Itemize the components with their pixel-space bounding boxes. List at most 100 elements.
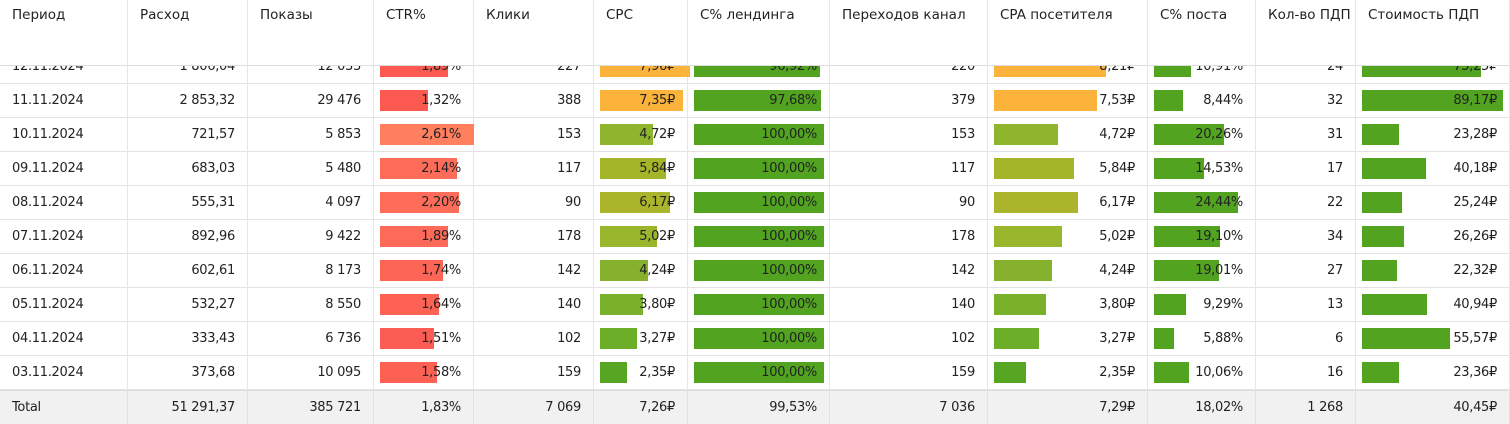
cell-value: 2 853,32 [179,93,236,108]
cell-value: 5,84₽ [639,161,675,176]
table-row: 09.11.2024 683,03 5 480 2,14% 117 5,84₽ 100,00… [0,152,1510,186]
cell-spend: 532,27 [128,288,248,322]
cell-value: 90 [565,195,581,210]
cell-value: 159 [951,365,975,380]
cell-spend: 2 853,32 [128,84,248,118]
total-pdp-cost: 40,45₽ [1356,391,1510,424]
cell-pdp-cost: 22,32₽ [1356,254,1510,288]
cell-value: 100,00% [761,229,817,244]
value-bar [694,328,824,349]
cell-post-conv: 19,01% [1148,254,1256,288]
value-bar [380,124,474,145]
column-header-pdp-count[interactable]: Кол-во ПДП [1256,0,1356,66]
cell-value: 117 [951,161,975,176]
cell-post-conv: 8,44% [1148,84,1256,118]
cell-value: 24,44% [1195,195,1243,210]
total-value: 1,83% [421,400,461,415]
cell-cpa-visitor: 2,35₽ [988,356,1148,390]
cell-spend: 602,61 [128,254,248,288]
total-value: 7 036 [939,400,975,415]
cell-impressions: 5 480 [248,152,374,186]
cell-value: 89,17₽ [1453,93,1497,108]
cell-value: 153 [951,127,975,142]
cell-ctr: 1,64% [374,288,474,322]
cell-value: 09.11.2024 [12,161,84,176]
cell-landing-conv: 100,00% [688,356,830,390]
cell-value: 153 [557,127,581,142]
value-bar [600,124,654,145]
value-bar [694,260,824,281]
cell-value: 20,26% [1195,127,1243,142]
cell-value: 22,32₽ [1453,263,1497,278]
cell-value: 683,03 [191,161,235,176]
cell-spend: 373,68 [128,356,248,390]
column-header-period[interactable]: Период [0,0,128,66]
cell-cpc: 5,84₽ [594,152,688,186]
cell-impressions: 6 736 [248,322,374,356]
cell-clicks: 178 [474,220,594,254]
cell-cpc: 3,27₽ [594,322,688,356]
value-bar [1362,294,1427,315]
cell-value: 04.11.2024 [12,331,84,346]
cell-channel-visits: 178 [830,220,988,254]
value-bar [380,260,443,281]
cell-value: 4,24₽ [1099,263,1135,278]
cell-value: 5,02₽ [1099,229,1135,244]
cell-ctr: 1,51% [374,322,474,356]
value-bar [994,294,1046,315]
value-bar [600,226,657,247]
column-header-channel-visits[interactable]: Переходов канал [830,0,988,66]
cell-value: 08.11.2024 [12,195,84,210]
value-bar [1362,124,1399,145]
value-bar [994,260,1052,281]
cell-period: 03.11.2024 [0,356,128,390]
column-header-landing-conv[interactable]: C% лендинга [688,0,830,66]
column-header-clicks[interactable]: Клики [474,0,594,66]
value-bar [694,158,824,179]
cell-value: 5,84₽ [1099,161,1135,176]
column-header-spend[interactable]: Расход [128,0,248,66]
cell-value: 25,24₽ [1453,195,1497,210]
cell-value: 9,29% [1203,297,1243,312]
cell-ctr: 2,14% [374,152,474,186]
cell-value: 3,80₽ [1099,297,1135,312]
cell-period: 11.11.2024 [0,84,128,118]
column-header-cpc[interactable]: CPC [594,0,688,66]
cell-value: 5 853 [325,127,361,142]
cell-value: 333,43 [191,331,235,346]
total-value: 1 268 [1307,400,1343,415]
cell-value: 2,20% [421,195,461,210]
total-spend: 51 291,37 [128,391,248,424]
cell-value: 117 [557,161,581,176]
cell-spend: 683,03 [128,152,248,186]
cell-clicks: 159 [474,356,594,390]
column-header-cpa-visitor[interactable]: CPA посетителя [988,0,1148,66]
column-header-post-conv[interactable]: C% поста [1148,0,1256,66]
table-row: 08.11.2024 555,31 4 097 2,20% 90 6,17₽ 100,00%… [0,186,1510,220]
cell-pdp-cost: 25,24₽ [1356,186,1510,220]
value-bar [1362,158,1426,179]
cell-impressions: 5 853 [248,118,374,152]
cell-pdp-count: 6 [1256,322,1356,356]
column-header-impressions[interactable]: Показы [248,0,374,66]
cell-value: 555,31 [191,195,235,210]
cell-period: 09.11.2024 [0,152,128,186]
cell-value: 2,35₽ [639,365,675,380]
value-bar [600,294,643,315]
cell-value: 1,64% [421,297,461,312]
cell-value: 892,96 [191,229,235,244]
cell-pdp-count: 34 [1256,220,1356,254]
cell-value: 29 476 [317,93,361,108]
value-bar [380,90,428,111]
cell-cpa-visitor: 7,53₽ [988,84,1148,118]
cell-clicks: 90 [474,186,594,220]
cell-clicks: 140 [474,288,594,322]
value-bar [380,158,458,179]
value-bar [600,192,670,213]
value-bar [1362,362,1399,383]
column-header-pdp-cost[interactable]: Стоимость ПДП [1356,0,1510,66]
value-bar [1154,158,1204,179]
column-header-ctr[interactable]: CTR% [374,0,474,66]
cell-value: 3,27₽ [639,331,675,346]
